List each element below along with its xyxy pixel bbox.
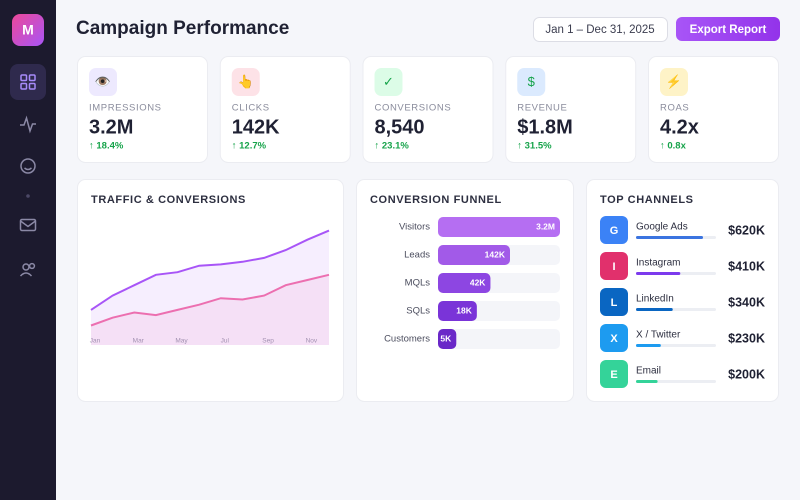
channel-name: Instagram (636, 258, 680, 269)
kpi-icon-bg (517, 68, 546, 96)
kpi-label: REVENUE (517, 103, 567, 114)
funnel-label: MQLs (405, 278, 431, 289)
channel-value: $200K (728, 367, 765, 381)
kpi-change: ↑ 0.8x (660, 141, 687, 152)
kpi-value: 4.2x (660, 116, 699, 138)
x-tick-label: May (175, 338, 188, 345)
kpi-icon-bg (660, 68, 688, 96)
kpi-label: ROAS (660, 103, 689, 114)
kpi-icon: ⚡ (666, 74, 682, 90)
bar (636, 380, 658, 383)
nav-face-icon[interactable] (20, 158, 36, 174)
nav-team-icon[interactable] (19, 262, 36, 277)
nav-separator (26, 194, 30, 198)
date-range[interactable]: Jan 1 – Dec 31, 2025 (545, 24, 654, 36)
bar (438, 329, 457, 349)
kpi-icon: ✓ (383, 74, 394, 89)
kpi-icon-bg (89, 68, 117, 96)
kpi-value: 142K (232, 116, 280, 138)
bar (636, 272, 681, 275)
x-tick-label: Sep (262, 338, 274, 345)
kpi-value: $1.8M (517, 116, 573, 138)
bar-value-label: 3.2M (536, 221, 555, 231)
x-tick-label: Mar (133, 338, 145, 345)
bar (636, 344, 661, 347)
area (91, 274, 329, 345)
kpi-icon: $ (528, 74, 536, 89)
funnel-label: Customers (384, 334, 430, 345)
kpi-change: ↑ 23.1% (375, 141, 410, 152)
export-button-label[interactable]: Export Report (690, 24, 767, 36)
logo-text: M (22, 22, 34, 38)
kpi-icon: 👆 (238, 74, 254, 89)
channel-badge (600, 360, 628, 388)
line (90, 229, 330, 311)
channel-value: $230K (728, 331, 765, 345)
bar-value-label: 42K (470, 277, 486, 287)
kpi-label: CONVERSIONS (375, 103, 452, 114)
bar-value-label: 18K (456, 305, 472, 315)
channel-value: $340K (728, 295, 765, 309)
bar (438, 217, 560, 237)
channel-badge-letter: E (610, 369, 617, 381)
funnel-label: SQLs (406, 306, 430, 317)
nav-active[interactable] (10, 64, 46, 100)
nav-mail-icon[interactable] (19, 218, 37, 232)
channel-name: Email (636, 366, 661, 377)
channel-name: LinkedIn (636, 294, 674, 305)
channel-badge (600, 216, 628, 244)
channel-badge-letter: I (612, 261, 615, 273)
nav-dashboard-icon[interactable] (20, 74, 36, 90)
kpi-icon-bg (231, 68, 260, 96)
kpi-label: CLICKS (232, 103, 270, 114)
nav-activity-icon[interactable] (20, 115, 36, 134)
kpi-label: IMPRESSIONS (89, 103, 162, 114)
kpi-row: 👁️ IMPRESSIONS 3.2M ↑ 18.4% 👆 CLICKS 142K ↑ 12.… (77, 56, 779, 163)
channel-badge (600, 252, 628, 280)
kpi-change: ↑ 12.7% (232, 141, 267, 152)
bar (636, 236, 704, 239)
panel-title: TOP CHANNELS (600, 194, 694, 206)
date-range-box[interactable] (533, 17, 668, 42)
channel-name: Google Ads (636, 222, 688, 233)
bar-value-label: 5K (440, 333, 452, 343)
kpi-icon-bg (374, 68, 403, 96)
export-button[interactable] (676, 17, 780, 41)
bar-value-label: 142K (485, 249, 506, 259)
funnel-label: Visitors (399, 222, 430, 233)
channel-value: $410K (728, 259, 765, 273)
bar (438, 273, 491, 293)
channel-badge (600, 324, 628, 352)
page-title: Campaign Performance (76, 18, 289, 39)
bar-track (438, 329, 560, 349)
channel-badge (600, 288, 628, 316)
channel-value: $620K (728, 223, 765, 237)
panel-title: TRAFFIC & CONVERSIONS (91, 194, 246, 206)
panel-title: CONVERSION FUNNEL (370, 194, 502, 206)
kpi-change: ↑ 18.4% (89, 141, 124, 152)
panel (77, 179, 344, 402)
kpi-icon: 👁️ (95, 74, 111, 89)
line (90, 273, 330, 327)
channel-badge-letter: L (611, 297, 618, 309)
area (91, 230, 329, 345)
kpi-value: 8,540 (375, 116, 425, 138)
x-tick-label: Jul (221, 338, 230, 345)
channel-badge-letter: X (610, 333, 618, 345)
x-tick-label: Nov (306, 338, 318, 345)
x-tick-label: Jan (90, 338, 101, 345)
logo (12, 14, 44, 46)
panel (586, 179, 779, 402)
bar (438, 301, 477, 321)
kpi-change: ↑ 31.5% (517, 141, 552, 152)
kpi-value: 3.2M (89, 116, 133, 138)
channel-name: X / Twitter (636, 330, 681, 341)
channel-badge-letter: G (610, 225, 619, 237)
funnel-label: Leads (404, 250, 430, 261)
bar (438, 245, 511, 265)
bar (636, 308, 673, 311)
